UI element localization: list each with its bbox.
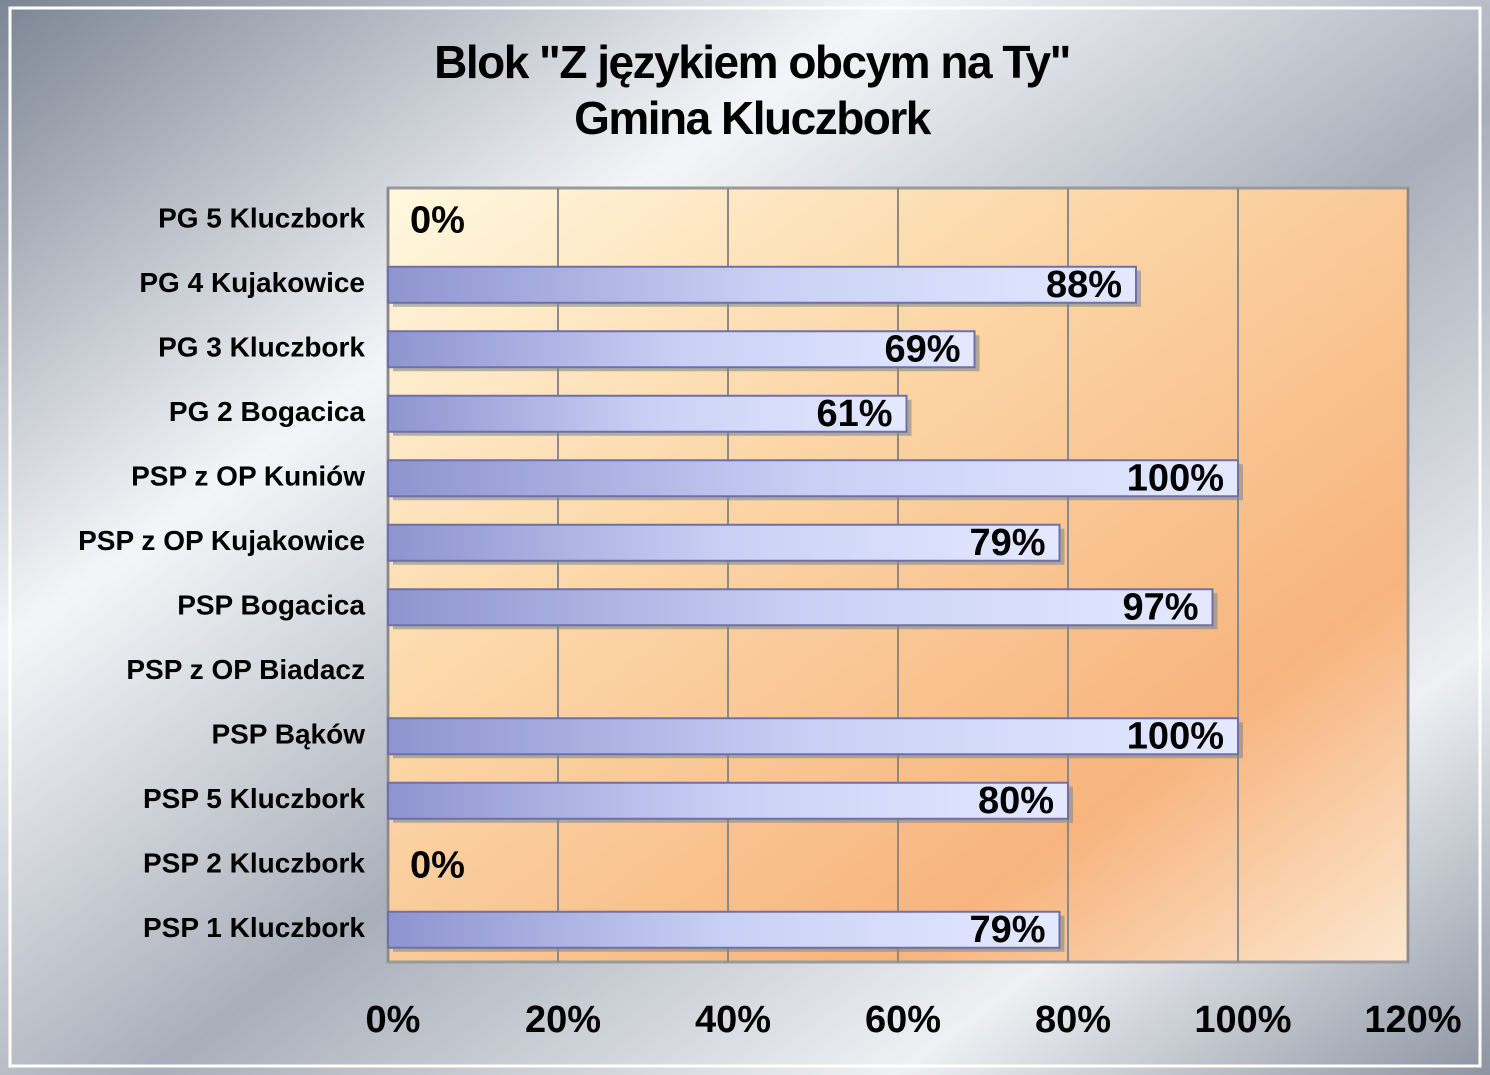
- data-label: 61%: [816, 393, 892, 435]
- data-label: 100%: [1127, 715, 1224, 757]
- y-tick-label: PSP 2 Kluczbork: [143, 848, 365, 879]
- bar: [387, 717, 1239, 756]
- x-tick-label: 100%: [1194, 999, 1291, 1041]
- bar: [387, 459, 1239, 498]
- data-label: 69%: [884, 328, 960, 370]
- y-tick-label: PSP z OP Kujakowice: [78, 525, 365, 556]
- y-tick-label: PG 2 Bogacica: [169, 396, 366, 427]
- y-tick-label: PSP z OP Biadacz: [126, 654, 365, 685]
- x-tick-label: 80%: [1035, 999, 1111, 1041]
- x-tick-label: 0%: [366, 999, 421, 1041]
- y-tick-label: PSP z OP Kuniów: [131, 461, 365, 492]
- y-tick-label: PG 5 Kluczbork: [158, 203, 365, 234]
- bar: [387, 265, 1137, 304]
- bar: [387, 394, 908, 433]
- data-label: 97%: [1122, 586, 1198, 628]
- chart-subtitle: Gmina Kluczbork: [574, 92, 932, 144]
- data-label: 88%: [1046, 264, 1122, 306]
- x-tick-label: 120%: [1364, 999, 1461, 1041]
- bar: [387, 910, 1061, 949]
- x-tick-label: 20%: [525, 999, 601, 1041]
- data-label: 0%: [410, 844, 465, 886]
- chart-title: Blok "Z językiem obcym na Ty": [434, 36, 1070, 88]
- bar: [387, 781, 1069, 820]
- y-tick-label: PSP 5 Kluczbork: [143, 783, 365, 814]
- bar: [387, 523, 1061, 562]
- y-tick-label: PG 3 Kluczbork: [158, 332, 365, 363]
- y-tick-label: PSP Bogacica: [177, 590, 365, 621]
- frame: [8, 6, 1482, 1068]
- x-tick-label: 40%: [695, 999, 771, 1041]
- data-label: 79%: [969, 522, 1045, 564]
- data-label: 80%: [978, 780, 1054, 822]
- bar: [387, 330, 976, 369]
- data-label: 100%: [1127, 457, 1224, 499]
- y-tick-label: PSP Bąków: [211, 719, 365, 750]
- data-label: 79%: [969, 909, 1045, 951]
- bar: [387, 588, 1214, 627]
- x-tick-label: 60%: [865, 999, 941, 1041]
- y-tick-label: PG 4 Kujakowice: [139, 267, 365, 298]
- data-label: 0%: [410, 199, 465, 241]
- y-tick-label: PSP 1 Kluczbork: [143, 912, 365, 943]
